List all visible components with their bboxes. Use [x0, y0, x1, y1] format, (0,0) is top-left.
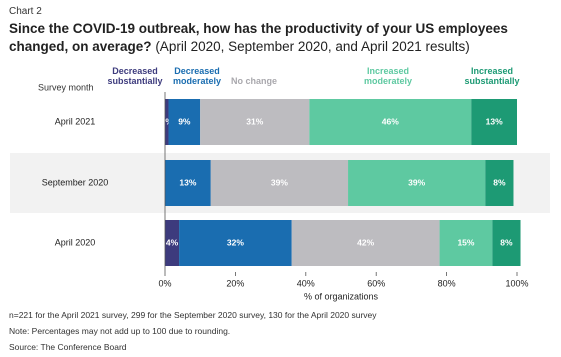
bar-segment — [348, 160, 486, 206]
legend-entry: Increased substantially — [464, 66, 520, 86]
value-label: 46% — [382, 116, 399, 126]
x-axis-label: % of organizations — [304, 291, 379, 301]
bar-segment — [439, 220, 493, 266]
value-label: 13% — [486, 116, 503, 126]
value-label: 1% — [161, 116, 174, 126]
x-tick-label: 80% — [438, 278, 456, 288]
legend-entry: No change — [230, 76, 277, 86]
footnote: Note: Percentages may not add up to 100 … — [9, 326, 231, 336]
footnote: Source: The Conference Board — [9, 342, 127, 352]
x-tick-label: 60% — [367, 278, 385, 288]
y-tick-label: April 2020 — [55, 237, 96, 247]
value-label: 39% — [408, 177, 425, 187]
value-label: 9% — [178, 116, 191, 126]
value-label: 4% — [166, 237, 179, 247]
value-label: 13% — [179, 177, 196, 187]
bar-segment — [471, 99, 517, 145]
x-tick-label: 40% — [297, 278, 315, 288]
y-tick-label: September 2020 — [42, 177, 109, 187]
y-axis-label: Survey month — [38, 82, 94, 92]
bar-segment — [210, 160, 349, 206]
bar-segment — [309, 99, 472, 145]
value-label: 15% — [457, 237, 474, 247]
value-label: 8% — [493, 177, 506, 187]
legend-entry: Increased moderately — [363, 66, 413, 86]
value-label: 42% — [357, 237, 374, 247]
value-label: 32% — [227, 237, 244, 247]
bar-segment — [165, 99, 169, 145]
bar-segment — [165, 160, 211, 206]
bar-segment — [168, 99, 201, 145]
title-text: Since the COVID-19 outbreak, how has the… — [9, 21, 508, 54]
bar-segment — [200, 99, 310, 145]
bar-segment — [485, 160, 514, 206]
bar-segment — [165, 220, 180, 266]
chart-title: Since the COVID-19 outbreak, how has the… — [9, 20, 539, 56]
x-tick-label: 20% — [226, 278, 244, 288]
bar-segment — [291, 220, 440, 266]
legend-entry: Decreased substantially — [107, 66, 163, 86]
legend-entry: Decreased moderately — [172, 66, 222, 86]
value-label: 39% — [271, 177, 288, 187]
x-tick-label: 100% — [505, 278, 528, 288]
x-tick-label: 0% — [158, 278, 171, 288]
footnote: n=221 for the April 2021 survey, 299 for… — [9, 310, 377, 320]
value-label: 8% — [500, 237, 513, 247]
bar-segment — [179, 220, 292, 266]
chart-label: Chart 2 — [9, 6, 42, 17]
y-tick-label: April 2021 — [55, 116, 96, 126]
value-label: 31% — [246, 116, 263, 126]
bar-segment — [492, 220, 521, 266]
chart-subtitle: (April 2020, September 2020, and April 2… — [155, 39, 470, 54]
